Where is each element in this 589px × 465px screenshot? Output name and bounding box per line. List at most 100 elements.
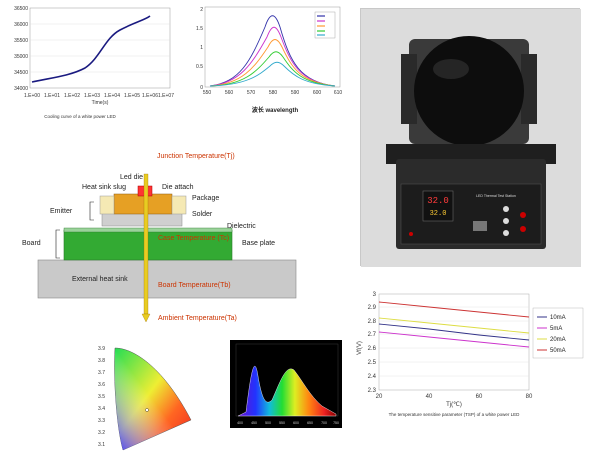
cooling-caption: Cooling curve of a white power LED [44, 114, 116, 119]
tsp-ytick: 3 [373, 292, 377, 298]
cooling-xtick: 1.E+05 [124, 93, 140, 99]
cooling-ytick: 34500 [14, 70, 28, 76]
spectrum-xtick: 570 [247, 90, 256, 96]
dielectric-label: Dielectric [227, 223, 256, 230]
device-temperature-display [422, 190, 454, 222]
external-heat-sink-label: External heat sink [72, 276, 128, 283]
spectrum-xtick: 580 [269, 90, 278, 96]
spectrum-curve [209, 26, 336, 87]
board-label: Board [22, 240, 41, 247]
device-panel-label: LED Thermal Test Station [476, 194, 516, 198]
cie-ytick: 3.9 [98, 346, 105, 352]
emission-spectrum-fill [237, 366, 337, 417]
tsp-ytick: 2.3 [368, 388, 377, 394]
integrating-sphere-dome [414, 36, 524, 146]
cie-ytick: 3.3 [98, 418, 105, 424]
cooling-xtick: 1.E+07 [158, 93, 174, 99]
cooling-xtick: 1.E+03 [84, 93, 100, 99]
cie-ytick: 3.6 [98, 382, 105, 388]
tsp-ylabel: Vf(V) [357, 341, 363, 355]
spectrum-curve [209, 51, 336, 87]
package-right [171, 195, 187, 215]
cie-chromaticity-chart: 3.9 3.8 3.7 3.6 3.5 3.4 3.3 3.2 3.1 [95, 340, 215, 460]
die-attach-label: Die attach [162, 184, 194, 191]
tsp-ytick: 2.9 [368, 305, 377, 311]
emission-spectrum-image: 400 450 500 550 600 650 700 750 [230, 340, 342, 428]
spectrum-ytick: 1 [200, 45, 203, 51]
spectrum-xlabel: 波长 wavelength [252, 106, 299, 114]
cooling-ytick: 36500 [14, 6, 28, 12]
tsp-chart: 3 2.9 2.8 2.7 2.6 2.5 2.4 2.3 Vf(V) 20 4… [355, 288, 587, 423]
tsp-ytick: 2.6 [368, 346, 377, 352]
device-knob [503, 230, 509, 236]
cooling-ytick: 36000 [14, 22, 28, 28]
package-left [99, 195, 115, 215]
tsp-ytick: 2.5 [368, 360, 377, 366]
spectrum-xtick: 550 [203, 90, 212, 96]
tsp-legend-5mA: 5mA [550, 326, 562, 332]
ambient-temp-label: Ambient Temperature(Ta) [158, 315, 237, 322]
emitter-label: Emitter [50, 208, 73, 215]
emission-xtick: 500 [265, 421, 271, 425]
cie-point [145, 408, 149, 412]
case-temp-label: Case Temperature (Tc) [158, 235, 229, 242]
device-knob [503, 218, 509, 224]
tsp-legend-50mA: 50mA [550, 348, 566, 354]
heat-sink-slug-label: Heat sink slug [82, 184, 126, 191]
led-die-label: Led die [120, 174, 143, 181]
tsp-xtick: 60 [476, 394, 483, 400]
tsp-series-5mA [378, 331, 530, 348]
thermal-test-device-photo: 32.0 32.0 LED Thermal Test Station [360, 8, 581, 267]
cie-ytick: 3.1 [98, 442, 105, 448]
cooling-curve-line [31, 15, 151, 83]
emission-xtick: 700 [321, 421, 327, 425]
cie-ytick: 3.2 [98, 430, 105, 436]
cooling-xtick: 1.E+00 [24, 93, 40, 99]
emission-xtick: 550 [279, 421, 285, 425]
heat-sink-slug [113, 193, 173, 215]
tsp-series-10mA [378, 323, 530, 341]
tsp-legend-20mA: 20mA [550, 337, 566, 343]
temperature-probe-rod [143, 173, 149, 315]
emission-xtick: 400 [237, 421, 243, 425]
spectrum-xtick: 600 [313, 90, 322, 96]
led-thermal-path-diagram: External heat sink Led die Heat sink slu… [12, 150, 322, 330]
emission-xtick: 750 [333, 421, 339, 425]
tsp-legend-10mA: 10mA [550, 315, 566, 321]
cie-ytick: 3.8 [98, 358, 105, 364]
display-bottom-value: 32.0 [430, 210, 447, 218]
cooling-xtick: 1.E+04 [104, 93, 120, 99]
board-temp-label: Board Temperature(Tb) [158, 282, 231, 289]
device-indicator [520, 226, 526, 232]
tsp-xtick: 20 [376, 394, 383, 400]
tsp-series-20mA [378, 317, 530, 334]
spectrum-curve [209, 61, 336, 87]
cooling-curve-chart: 36500 36000 35500 35000 34500 34000 1.E+… [0, 0, 175, 125]
cooling-ytick: 35500 [14, 38, 28, 44]
cooling-xlabel: Time(s) [92, 100, 109, 106]
emission-xtick: 450 [251, 421, 257, 425]
spectrum-curve [209, 15, 336, 87]
cooling-xtick: 1.E+02 [64, 93, 80, 99]
spectrum-xtick: 590 [291, 90, 300, 96]
package-label: Package [192, 195, 219, 202]
cie-ytick: 3.7 [98, 370, 105, 376]
tsp-caption: The temperature sensitive parameter (TSP… [389, 412, 521, 417]
solder-label: Solder [192, 211, 213, 218]
tsp-xtick: 40 [426, 394, 433, 400]
spectrum-shift-chart: 2 1.5 1 0.5 0 550 560 570 580 590 600 61… [190, 2, 355, 122]
junction-temp-label: Junction Temperature(Tj) [157, 153, 235, 160]
tsp-series-50mA [378, 301, 530, 318]
device-knob [503, 206, 509, 212]
cie-ytick: 3.4 [98, 406, 105, 412]
external-heat-sink-block [37, 259, 297, 299]
display-top-value: 32.0 [427, 196, 449, 206]
spectrum-ytick: 0 [200, 85, 203, 91]
cooling-xtick: 1.E+06 [142, 93, 158, 99]
cooling-ytick: 35000 [14, 54, 28, 60]
spectrum-xtick: 560 [225, 90, 234, 96]
tsp-ytick: 2.8 [368, 319, 377, 325]
base-plate-label: Base plate [242, 240, 275, 247]
device-indicator [520, 212, 526, 218]
tsp-ytick: 2.7 [368, 332, 377, 338]
